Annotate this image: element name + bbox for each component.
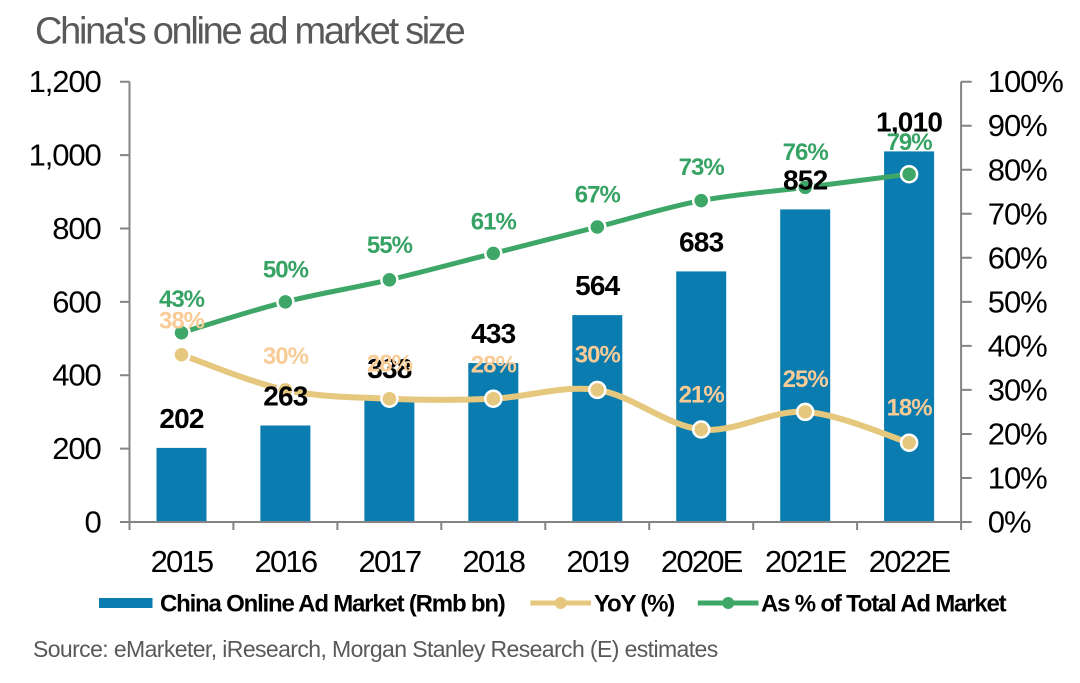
- svg-text:30%: 30%: [575, 342, 621, 369]
- svg-text:30%: 30%: [988, 372, 1047, 407]
- svg-text:70%: 70%: [988, 196, 1047, 231]
- svg-text:263: 263: [263, 381, 308, 412]
- svg-text:25%: 25%: [783, 366, 829, 393]
- svg-text:0%: 0%: [988, 505, 1031, 540]
- svg-text:800: 800: [52, 211, 101, 246]
- svg-text:2015: 2015: [151, 544, 213, 579]
- svg-text:683: 683: [679, 226, 724, 257]
- svg-text:55%: 55%: [367, 232, 413, 259]
- svg-text:10%: 10%: [988, 461, 1047, 496]
- svg-text:Source: eMarketer, iResearch,: Source: eMarketer, iResearch, Morgan Sta…: [33, 636, 718, 662]
- svg-text:28%: 28%: [367, 351, 413, 378]
- svg-text:400: 400: [52, 358, 101, 393]
- svg-text:2021E: 2021E: [765, 544, 847, 579]
- svg-text:1,010: 1,010: [876, 106, 942, 137]
- svg-text:28%: 28%: [471, 352, 517, 379]
- svg-text:76%: 76%: [783, 139, 829, 166]
- svg-text:YoY (%): YoY (%): [594, 591, 674, 618]
- svg-text:73%: 73%: [679, 154, 725, 181]
- svg-text:20%: 20%: [988, 417, 1047, 452]
- svg-text:2016: 2016: [255, 544, 317, 579]
- svg-text:43%: 43%: [159, 286, 205, 313]
- svg-text:38%: 38%: [159, 308, 205, 335]
- svg-text:433: 433: [471, 318, 516, 349]
- svg-text:60%: 60%: [988, 240, 1047, 275]
- svg-text:338: 338: [367, 353, 412, 384]
- svg-text:50%: 50%: [263, 256, 309, 283]
- svg-text:China's online ad market size: China's online ad market size: [35, 11, 465, 53]
- svg-text:18%: 18%: [887, 395, 933, 422]
- svg-text:80%: 80%: [988, 152, 1047, 187]
- svg-text:1,000: 1,000: [29, 138, 102, 173]
- svg-text:2020E: 2020E: [661, 544, 743, 579]
- svg-text:852: 852: [783, 164, 828, 195]
- svg-text:90%: 90%: [988, 108, 1047, 143]
- svg-text:200: 200: [52, 431, 101, 466]
- svg-text:2022E: 2022E: [869, 544, 951, 579]
- svg-text:61%: 61%: [471, 209, 517, 236]
- svg-text:China Online Ad Market (Rmb bn: China Online Ad Market (Rmb bn): [160, 591, 505, 618]
- svg-text:600: 600: [52, 284, 101, 319]
- svg-text:50%: 50%: [988, 284, 1047, 319]
- svg-text:1,200: 1,200: [29, 64, 102, 99]
- svg-text:67%: 67%: [575, 181, 621, 208]
- svg-text:202: 202: [159, 403, 204, 434]
- svg-text:564: 564: [575, 270, 621, 301]
- svg-text:2017: 2017: [359, 544, 421, 579]
- svg-text:2018: 2018: [462, 544, 524, 579]
- svg-text:30%: 30%: [263, 343, 309, 370]
- svg-text:As % of Total Ad Market: As % of Total Ad Market: [761, 591, 1007, 618]
- svg-text:21%: 21%: [679, 382, 725, 409]
- svg-text:79%: 79%: [887, 129, 933, 156]
- svg-text:0: 0: [85, 505, 102, 540]
- svg-text:2019: 2019: [566, 544, 628, 579]
- svg-text:100%: 100%: [988, 64, 1063, 99]
- svg-text:40%: 40%: [988, 328, 1047, 363]
